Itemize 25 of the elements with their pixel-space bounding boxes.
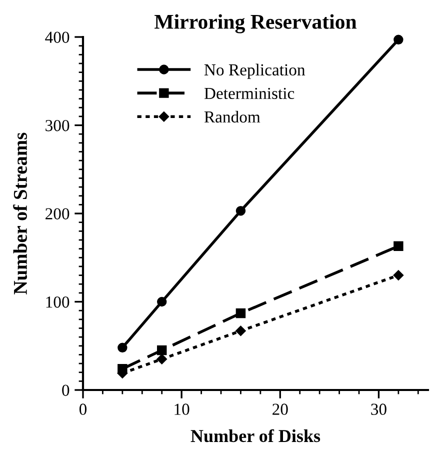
point <box>236 206 246 216</box>
x-tick-label: 10 <box>174 404 190 415</box>
x-axis-title: Number of Disks <box>190 429 320 442</box>
legend-label: No Replication <box>204 64 306 79</box>
y-axis-title: Number of Streams <box>13 132 28 294</box>
y-tick-label: 0 <box>62 384 70 396</box>
point <box>394 34 404 45</box>
point <box>156 345 167 356</box>
x-tick-label: 0 <box>79 404 87 415</box>
y-tick-label: 300 <box>46 120 70 132</box>
point <box>118 342 128 352</box>
x-tick-label: 20 <box>272 404 288 415</box>
y-tick-label: 200 <box>46 208 70 220</box>
x-tick-label: 30 <box>371 404 386 415</box>
point <box>393 270 404 280</box>
y-tick-label: 100 <box>46 296 70 308</box>
point <box>156 296 167 307</box>
point <box>236 326 246 336</box>
point <box>236 308 246 318</box>
point <box>394 241 404 252</box>
legend-label: Random <box>204 110 260 123</box>
legend-label: Deterministic <box>204 88 294 100</box>
point <box>156 354 167 364</box>
chart-title: Mirroring Reservation <box>154 14 357 34</box>
y-tick-label: 400 <box>45 32 70 43</box>
